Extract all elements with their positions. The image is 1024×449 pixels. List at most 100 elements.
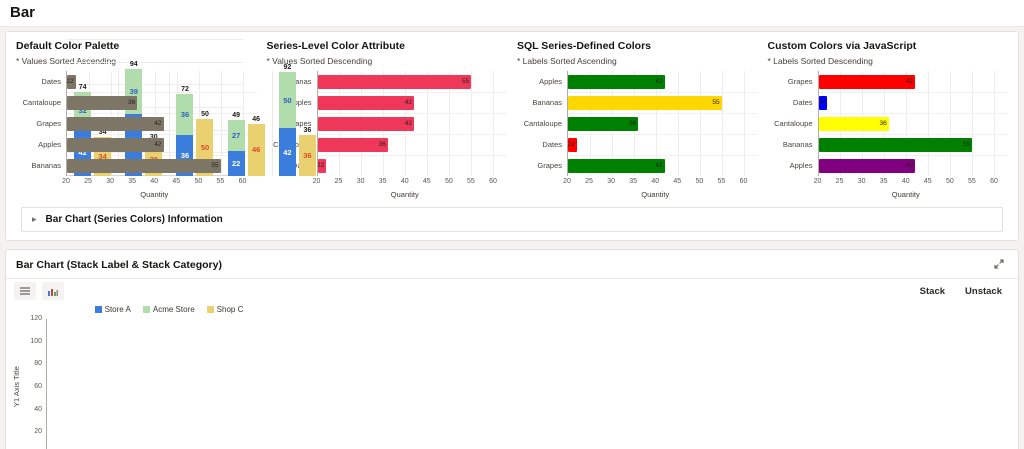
y-tick-label: 100	[30, 337, 42, 345]
category-label: Apples	[789, 161, 813, 170]
gridline	[655, 71, 657, 176]
chart-type-button[interactable]	[42, 282, 64, 300]
category-label: Cantaloupe	[774, 119, 813, 128]
bar-value-label: 22	[568, 141, 575, 148]
bar[interactable]: 42	[568, 74, 665, 89]
gridline	[449, 71, 451, 176]
bar[interactable]: 36	[818, 116, 889, 131]
bar[interactable]: 36	[568, 116, 639, 131]
legend-item[interactable]: Shop C	[206, 305, 243, 314]
gridline	[271, 71, 273, 176]
bar[interactable]: 36	[67, 95, 138, 110]
maximize-button[interactable]	[990, 255, 1008, 274]
bar-value-label: 42	[655, 162, 663, 169]
stack-button[interactable]: Stack	[912, 283, 953, 300]
x-axis-title: Quantity	[140, 190, 169, 199]
bar[interactable]: 42	[317, 116, 415, 131]
legend-swatch	[94, 306, 102, 313]
x-axis-ticks: 20 25 30 35 40 45 50 55 60	[313, 178, 497, 187]
category-label: Cantaloupe	[523, 119, 562, 128]
x-tick-label: 40	[651, 178, 660, 185]
bar[interactable]: 22	[818, 95, 828, 110]
x-tick-label: 40	[901, 178, 910, 185]
x-tick-label: 55	[717, 178, 726, 185]
bar[interactable]: 42	[317, 95, 415, 110]
plot-area: 2236424255743242343494395530307236365050…	[66, 39, 316, 176]
x-tick-label: 45	[923, 178, 932, 185]
bar[interactable]: 46 46	[247, 116, 265, 176]
y-tick-label: 20	[34, 428, 42, 436]
bar-value-label: 55	[211, 162, 219, 169]
bar-row: 42	[67, 113, 243, 134]
legend-item[interactable]: Acme Store	[142, 305, 195, 314]
gridline	[67, 92, 257, 93]
unstack-button[interactable]: Unstack	[957, 283, 1010, 300]
stacked-bar-segment[interactable]: 36	[176, 94, 194, 136]
gridline	[568, 155, 758, 156]
bar[interactable]: 42	[818, 74, 916, 89]
bar-row: 42	[568, 71, 744, 92]
menu-button[interactable]	[14, 282, 36, 300]
chart-subtitle: * Labels Sorted Descending	[767, 56, 873, 66]
gridline	[568, 92, 758, 93]
category-label: Cantaloupe	[22, 98, 61, 107]
bar[interactable]: 22	[67, 74, 76, 89]
stacked-bar-segment[interactable]: 36	[298, 135, 316, 176]
bar[interactable]: 36 36	[298, 127, 316, 176]
series-colors-card: Default Color Palette * Values Sorted Asc…	[5, 31, 1019, 241]
series-colors-info-panel[interactable]: ▸ Bar Chart (Series Colors) Information	[21, 207, 1003, 232]
bar[interactable]: 22	[317, 158, 327, 173]
bar-value-label: 36	[628, 120, 637, 127]
bar-row: 42	[67, 134, 243, 155]
gridline	[67, 107, 243, 108]
stacked-bar[interactable]: 92 50 42	[278, 64, 296, 176]
x-tick-label: 60	[739, 178, 748, 185]
bar-row: 22	[818, 92, 995, 113]
bar-row: 36	[317, 134, 494, 155]
gridline	[721, 71, 723, 176]
bar-chart-region: Default Color Palette * Values Sorted Asc…	[16, 38, 316, 199]
plot-area	[46, 319, 302, 449]
x-tick-label: 45	[673, 178, 682, 185]
stacked-bar-segment[interactable]: 27	[227, 120, 245, 152]
category-labels: Apples Bananas Cantaloupe Dates Grapes	[517, 71, 567, 176]
x-tick-label: 25	[334, 178, 343, 185]
bar[interactable]: 42	[568, 158, 665, 173]
gridline	[677, 71, 679, 176]
bar[interactable]: 42	[67, 137, 164, 152]
legend-item[interactable]: Store A	[94, 305, 131, 314]
bar[interactable]: 55	[568, 95, 722, 110]
bar[interactable]: 42	[67, 116, 164, 131]
bar-value-label: 36	[378, 141, 386, 148]
gridline	[67, 113, 257, 114]
stacked-bar-segment[interactable]: 46	[247, 123, 265, 176]
gridline	[471, 71, 473, 176]
stacked-bar-segment[interactable]: 22	[227, 151, 245, 176]
x-tick-label: 20	[62, 178, 70, 185]
gridline	[67, 61, 243, 63]
series-charts-row: Default Color Palette * Values Sorted Asc…	[16, 38, 1008, 199]
plot-area: 42 22 36 55 42	[817, 71, 1008, 176]
gridline	[818, 134, 1008, 135]
menu-icon	[20, 287, 30, 295]
bar[interactable]: 55	[67, 158, 221, 173]
stack-card-header: Bar Chart (Stack Label & Stack Category)	[6, 250, 1018, 279]
bar[interactable]: 36	[317, 137, 388, 152]
x-tick-label: 40	[400, 178, 409, 185]
plot-area: 55 42 42 36 22	[316, 71, 507, 176]
stacked-bar-segment[interactable]: 42	[278, 128, 296, 176]
bar[interactable]: 55	[317, 74, 472, 89]
x-axis-ticks: 20 25 30 35 40 45 50 55 60	[62, 178, 246, 187]
bar[interactable]: 22	[568, 137, 577, 152]
x-tick-label: 45	[422, 178, 431, 185]
category-label: Dates	[542, 140, 562, 149]
gridline	[493, 71, 494, 176]
stacked-bar[interactable]: 49 27 22	[227, 112, 245, 176]
bar[interactable]: 42	[818, 158, 916, 173]
stack-total-label: 74	[78, 84, 87, 92]
bar[interactable]: 55	[818, 137, 973, 152]
bar-group: 49 27 22 46 46	[221, 112, 272, 176]
stack-chart-toolbar: Stack Unstack	[6, 279, 1018, 302]
gridline	[317, 155, 507, 156]
stacked-bar-segment[interactable]: 50	[278, 71, 296, 129]
